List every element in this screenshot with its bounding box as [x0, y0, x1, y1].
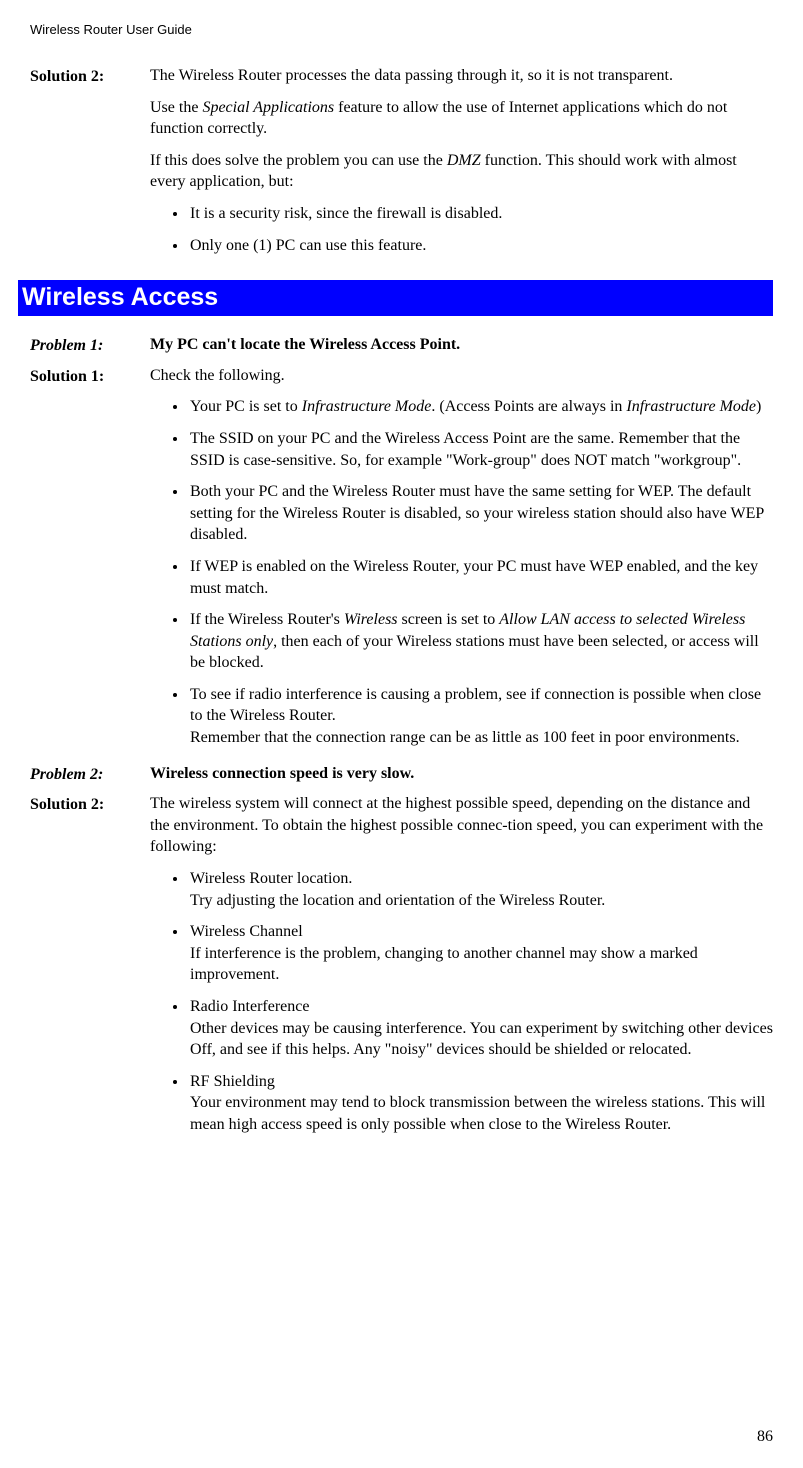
page: Wireless Router User Guide Solution 2: T… [0, 0, 803, 1468]
document-header: Wireless Router User Guide [30, 22, 773, 37]
solution1-label: Solution 1: [30, 365, 150, 759]
solution2-top-row: Solution 2: The Wireless Router processe… [30, 65, 773, 266]
solution1-list: Your PC is set to Infrastructure Mode. (… [150, 396, 773, 748]
list-item: It is a security risk, since the firewal… [188, 203, 773, 225]
list-item: Your PC is set to Infrastructure Mode. (… [188, 396, 773, 418]
problem1-label: Problem 1: [30, 334, 150, 357]
list-item: The SSID on your PC and the Wireless Acc… [188, 428, 773, 471]
list-item: RF ShieldingYour environment may tend to… [188, 1071, 773, 1136]
problem1-text: My PC can't locate the Wireless Access P… [150, 334, 773, 357]
list-item: If the Wireless Router's Wireless screen… [188, 609, 773, 674]
solution2-top-content: The Wireless Router processes the data p… [150, 65, 773, 266]
list-item: Wireless ChannelIf interference is the p… [188, 921, 773, 986]
solution2-top-label: Solution 2: [30, 65, 150, 266]
problem1-row: Problem 1: My PC can't locate the Wirele… [30, 334, 773, 357]
list-item: Only one (1) PC can use this feature. [188, 235, 773, 257]
solution2-row: Solution 2: The wireless system will con… [30, 793, 773, 1145]
section-banner-wireless-access: Wireless Access [18, 280, 773, 316]
solution2-label: Solution 2: [30, 793, 150, 1145]
list-item: Wireless Router location.Try adjusting t… [188, 868, 773, 911]
solution2-top-p2: Use the Special Applications feature to … [150, 97, 773, 140]
solution2-top-p1: The Wireless Router processes the data p… [150, 65, 773, 87]
solution1-intro: Check the following. [150, 365, 773, 387]
list-item: Radio InterferenceOther devices may be c… [188, 996, 773, 1061]
problem2-text: Wireless connection speed is very slow. [150, 763, 773, 786]
solution2-intro: The wireless system will connect at the … [150, 793, 773, 858]
solution2-list: Wireless Router location.Try adjusting t… [150, 868, 773, 1136]
solution2-top-list: It is a security risk, since the firewal… [150, 203, 773, 256]
solution2-content: The wireless system will connect at the … [150, 793, 773, 1145]
problem2-row: Problem 2: Wireless connection speed is … [30, 763, 773, 786]
solution1-row: Solution 1: Check the following. Your PC… [30, 365, 773, 759]
solution1-content: Check the following. Your PC is set to I… [150, 365, 773, 759]
list-item: To see if radio interference is causing … [188, 684, 773, 749]
list-item: Both your PC and the Wireless Router mus… [188, 481, 773, 546]
problem2-label: Problem 2: [30, 763, 150, 786]
list-item: If WEP is enabled on the Wireless Router… [188, 556, 773, 599]
solution2-top-p3: If this does solve the problem you can u… [150, 150, 773, 193]
page-number: 86 [757, 1428, 773, 1446]
